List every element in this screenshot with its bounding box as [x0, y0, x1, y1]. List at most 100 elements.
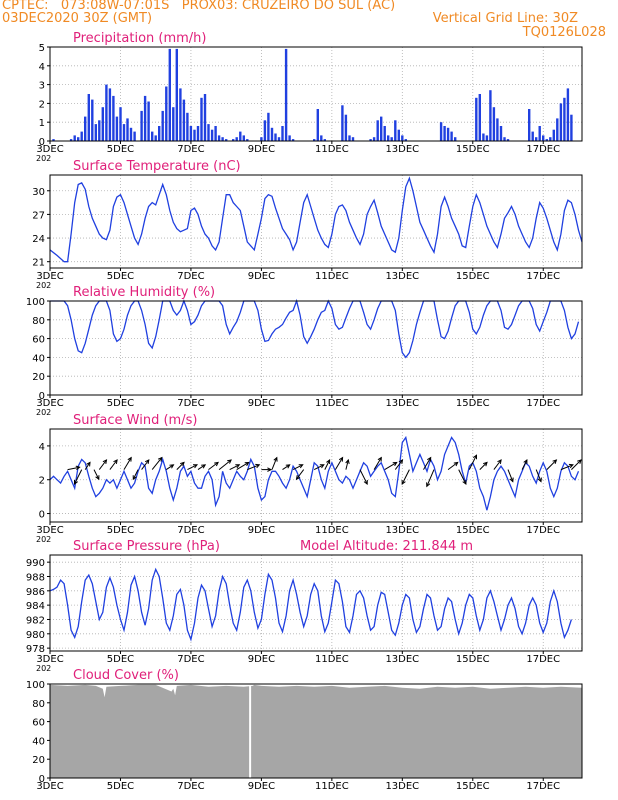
y-tick-label: 986	[26, 587, 45, 598]
wind-vector-head	[392, 461, 398, 467]
wind-vector-head	[227, 459, 232, 464]
precipitation-bar	[566, 88, 570, 141]
precipitation-bar	[499, 126, 503, 141]
x-tick-label: 7DEC	[177, 781, 204, 792]
y-tick-label: 80	[32, 316, 45, 327]
y-tick-label: 0	[39, 774, 45, 785]
wind-vector	[426, 469, 435, 487]
wind-vector-head	[157, 456, 163, 462]
wind-vector-head	[427, 456, 432, 462]
precipitation-bar	[570, 114, 573, 141]
precipitation-bar	[151, 131, 154, 141]
panel-title: Cloud Cover (%)	[73, 668, 179, 683]
precipitation-bar	[73, 135, 76, 141]
series-line	[50, 298, 580, 359]
precipitation-bar	[492, 107, 496, 141]
x-tick-label: 9DEC	[248, 781, 275, 792]
precipitation-bar	[200, 97, 203, 141]
precipitation-bar	[485, 135, 489, 141]
x-tick-label: 13DEC	[385, 654, 419, 665]
precipitation-bar	[242, 135, 245, 141]
x-tick-label: 9DEC	[248, 144, 275, 155]
precipitation-bar	[94, 124, 97, 141]
x-tick-label: 7DEC	[177, 525, 204, 536]
y-tick-label: 2	[39, 476, 45, 487]
series-line	[49, 176, 583, 263]
precipitation-bar	[105, 84, 108, 141]
precipitation-bar	[225, 139, 228, 141]
wind-vector	[208, 461, 219, 471]
x-tick-label: 9DEC	[248, 271, 275, 282]
wind-vector	[218, 459, 232, 470]
wind-vector-head	[144, 459, 150, 464]
precipitation-bar	[98, 120, 101, 141]
wind-vector	[458, 469, 467, 485]
wind-vector-head	[169, 464, 175, 469]
precipitation-bar	[372, 137, 376, 141]
precipitation-bar	[263, 120, 267, 141]
wind-vector-head	[523, 459, 528, 464]
precipitation-bar	[147, 101, 150, 141]
wind-vector	[560, 464, 574, 471]
wind-vector-head	[201, 464, 207, 469]
precipitation-bar	[281, 126, 284, 141]
precipitation-bar	[210, 129, 214, 141]
precipitation-bar	[140, 110, 143, 141]
wind-vector	[123, 457, 132, 470]
x-tick-label: 9DEC	[248, 654, 275, 665]
panel-title: Surface Pressure (hPa)	[73, 539, 220, 554]
y-tick-label: 0	[39, 510, 45, 521]
wind-vector-head	[363, 479, 368, 485]
precipitation-bar	[274, 133, 277, 141]
x-tick-label: 11DEC	[315, 271, 349, 282]
precipitation-bar	[196, 126, 200, 141]
wind-vector-head	[398, 459, 404, 464]
wind-vector-head	[453, 461, 459, 467]
precipitation-bar	[214, 126, 217, 141]
wind-vector	[479, 462, 488, 470]
wind-vector-head	[401, 479, 406, 485]
wind-vector-head	[295, 475, 301, 481]
x-tick-label: 5DEC	[107, 781, 134, 792]
wind-vector	[468, 454, 477, 470]
series-line	[49, 435, 580, 511]
x-year-label-clipped: 202	[36, 535, 51, 544]
panel-frame	[49, 300, 583, 396]
panel-title: Surface Temperature (nC)	[73, 159, 241, 174]
wind-vector-head	[95, 475, 100, 481]
y-tick-label: 3	[39, 81, 45, 92]
wind-vector-head	[285, 464, 291, 469]
wind-vector-head	[75, 465, 81, 471]
x-tick-label: 11DEC	[315, 398, 349, 409]
precipitation-bar	[179, 88, 182, 141]
wind-vector-head	[497, 459, 502, 464]
precipitation-bar	[549, 137, 552, 141]
precipitation-bar	[235, 137, 238, 141]
y-tick-label: 4	[39, 442, 45, 453]
wind-vector	[401, 469, 410, 485]
panel-frame	[49, 683, 583, 779]
precipitation-bar	[316, 109, 319, 141]
precipitation-bar	[154, 135, 157, 141]
x-tick-label: 3DEC	[36, 781, 63, 792]
precipitation-bar	[87, 94, 90, 141]
precipitation-bar	[323, 139, 326, 141]
wind-vector	[493, 459, 502, 470]
wind-vector-head	[483, 461, 488, 467]
precipitation-bar	[528, 109, 531, 141]
x-year-label-clipped: 202	[36, 664, 51, 673]
header-run-id: TQ0126L028	[522, 25, 606, 40]
precipitation-bar	[531, 131, 534, 141]
x-tick-label: 15DEC	[456, 781, 490, 792]
wind-vector-head	[244, 461, 250, 467]
precipitation-bar	[112, 95, 115, 141]
x-tick-label: 3DEC	[36, 398, 63, 409]
wind-vector	[187, 464, 198, 471]
precipitation-bar	[288, 135, 291, 141]
precipitation-bar	[348, 135, 351, 141]
precipitation-bar	[119, 107, 122, 141]
x-tick-label: 7DEC	[177, 654, 204, 665]
precipitation-bar	[475, 97, 478, 141]
precipitation-bar	[535, 137, 538, 141]
